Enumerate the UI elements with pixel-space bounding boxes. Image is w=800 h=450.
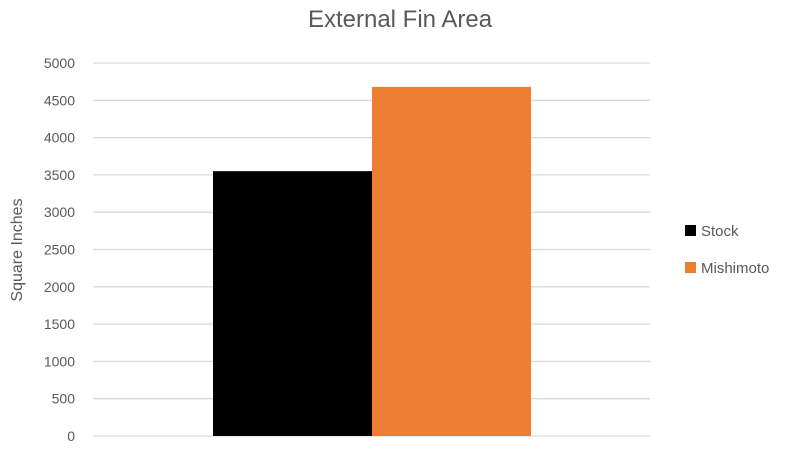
y-tick-label: 5000 (44, 55, 75, 71)
chart-title: External Fin Area (308, 6, 493, 33)
y-tick-label: 500 (52, 391, 76, 407)
y-tick-label: 1500 (44, 316, 75, 332)
bar-stock (213, 171, 372, 437)
y-axis-label: Square Inches (9, 198, 26, 301)
y-tick-label: 4500 (44, 92, 75, 108)
legend-label: Stock (701, 223, 739, 240)
y-tick-label: 2000 (44, 279, 75, 295)
y-tick-label: 0 (67, 428, 75, 444)
legend-swatch (685, 262, 696, 273)
y-tick-label: 4000 (44, 130, 75, 146)
bar-mishimoto (372, 86, 531, 436)
y-tick-label: 3000 (44, 204, 75, 220)
y-tick-label: 1000 (44, 353, 75, 369)
y-tick-label: 2500 (44, 242, 75, 258)
y-tick-label: 3500 (44, 167, 75, 183)
legend-swatch (685, 225, 696, 236)
legend-label: Mishimoto (701, 260, 769, 277)
